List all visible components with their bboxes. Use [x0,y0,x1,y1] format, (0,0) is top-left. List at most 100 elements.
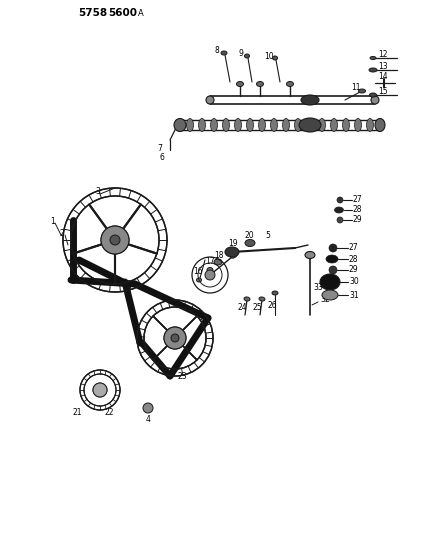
Ellipse shape [256,82,263,86]
Circle shape [164,327,186,349]
Ellipse shape [207,268,213,272]
Text: 3: 3 [95,188,100,197]
Text: 13: 13 [377,61,387,70]
Text: 30: 30 [348,278,358,287]
Circle shape [336,217,342,223]
Text: 33: 33 [312,284,322,293]
Ellipse shape [325,255,337,263]
Text: 7: 7 [157,143,161,152]
Text: 9: 9 [239,49,243,58]
Circle shape [170,334,178,342]
Ellipse shape [334,207,343,213]
Ellipse shape [271,291,277,295]
Ellipse shape [246,118,253,132]
Circle shape [328,244,336,252]
Ellipse shape [366,118,373,132]
Ellipse shape [186,118,193,132]
Text: A: A [138,9,144,18]
Ellipse shape [210,118,217,132]
Circle shape [101,226,129,254]
Ellipse shape [205,96,213,104]
Text: 27: 27 [348,244,358,253]
Circle shape [336,197,342,203]
Text: 10: 10 [263,52,273,61]
Text: 23: 23 [178,373,187,382]
Ellipse shape [300,95,318,105]
Ellipse shape [358,89,365,93]
Ellipse shape [258,118,265,132]
Ellipse shape [319,274,339,290]
Circle shape [101,226,129,254]
Ellipse shape [354,118,361,132]
Circle shape [170,334,178,342]
Ellipse shape [270,118,277,132]
Ellipse shape [282,118,289,132]
Circle shape [97,387,103,393]
Text: 17: 17 [204,257,214,266]
Ellipse shape [368,93,376,97]
Text: 21: 21 [73,408,82,417]
Ellipse shape [222,118,229,132]
Text: 1: 1 [50,217,55,227]
Text: 25: 25 [253,303,262,312]
Text: 16: 16 [193,268,202,277]
Text: 2: 2 [60,230,65,238]
Circle shape [204,270,215,280]
Text: 29: 29 [348,265,358,274]
Circle shape [110,235,120,245]
Text: 14: 14 [377,71,387,80]
Text: 22: 22 [105,408,114,417]
Ellipse shape [243,297,249,301]
Ellipse shape [225,247,239,257]
Text: 12: 12 [377,50,386,59]
Circle shape [164,327,186,349]
Text: 4: 4 [145,416,150,424]
Ellipse shape [173,118,186,132]
Text: 5600: 5600 [108,8,137,18]
Ellipse shape [369,56,375,60]
Circle shape [93,383,107,397]
Ellipse shape [221,51,227,55]
Text: 32: 32 [319,295,329,304]
Ellipse shape [342,118,349,132]
Text: 28: 28 [348,254,358,263]
Ellipse shape [286,82,293,86]
Ellipse shape [245,239,254,246]
Ellipse shape [306,118,313,132]
Ellipse shape [298,118,320,132]
Text: 11: 11 [350,83,360,92]
Ellipse shape [368,68,376,72]
Ellipse shape [272,56,277,60]
Text: 6: 6 [160,152,164,161]
Ellipse shape [244,54,249,58]
Circle shape [93,383,107,397]
Ellipse shape [374,118,384,132]
Text: 5: 5 [265,230,269,239]
Circle shape [110,235,120,245]
Ellipse shape [304,252,314,259]
Ellipse shape [259,297,265,301]
Text: 26: 26 [268,302,277,311]
Ellipse shape [236,82,243,86]
Circle shape [143,403,153,413]
Text: 15: 15 [377,86,387,95]
Ellipse shape [321,290,337,300]
Ellipse shape [198,118,205,132]
Text: 8: 8 [215,45,219,54]
Text: 28: 28 [352,206,362,214]
Text: 19: 19 [227,239,237,248]
Ellipse shape [213,259,222,265]
Ellipse shape [294,118,301,132]
Ellipse shape [318,118,325,132]
Ellipse shape [196,278,201,282]
Text: 27: 27 [352,196,362,205]
Text: 31: 31 [348,290,358,300]
Ellipse shape [370,96,378,104]
Ellipse shape [330,118,337,132]
Text: 18: 18 [213,251,223,260]
Text: 29: 29 [352,215,362,224]
Ellipse shape [230,252,237,258]
Text: 5758: 5758 [78,8,107,18]
Ellipse shape [234,118,241,132]
Text: 24: 24 [237,303,247,312]
